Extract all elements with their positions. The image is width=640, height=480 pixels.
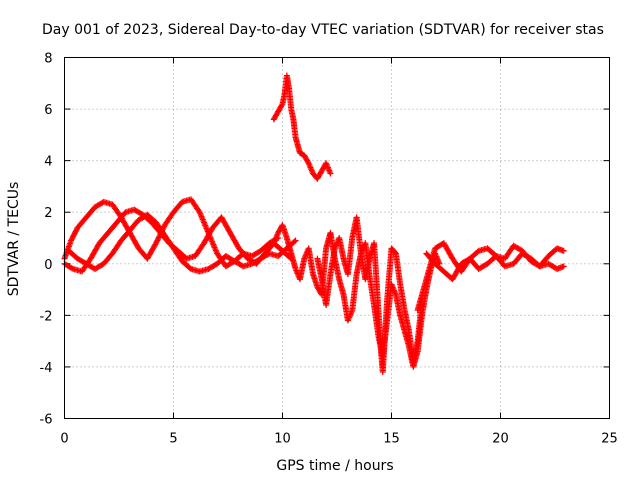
data-point [560, 263, 567, 270]
data-point [155, 234, 162, 241]
x-tick-label: 0 [60, 432, 68, 447]
data-point [291, 238, 298, 245]
data-point [155, 235, 162, 242]
data-point [152, 241, 159, 248]
x-tick-label: 25 [601, 432, 618, 447]
x-tick-labels: 0 5 10 15 20 25 [60, 432, 617, 447]
data-point [154, 237, 161, 244]
data-points [61, 72, 567, 376]
series-sat-track-8 [423, 250, 567, 283]
data-point [560, 247, 567, 254]
x-tick-label: 10 [274, 432, 291, 447]
y-tick-labels: -6 -4 -2 0 2 4 6 8 [40, 52, 53, 428]
grid-lines [64, 57, 610, 419]
series-sat-track-4 [270, 72, 334, 182]
x-tick-label: 15 [383, 432, 400, 447]
plot-frame [64, 57, 610, 419]
x-axis-label: GPS time / hours [276, 458, 393, 474]
y-tick-label: -4 [40, 361, 53, 376]
data-point [292, 237, 299, 244]
y-tick-label: 2 [44, 206, 52, 221]
data-point [153, 238, 160, 245]
y-tick-label: 0 [44, 258, 52, 273]
y-tick-label: 8 [44, 52, 52, 67]
series-sat-track-6 [314, 214, 426, 376]
data-point [153, 240, 160, 247]
data-point [327, 170, 334, 177]
y-tick-label: 6 [44, 103, 52, 118]
x-tick-label: 20 [492, 432, 509, 447]
y-axis-label: SDTVAR / TECUs [6, 182, 22, 297]
chart-title: Day 001 of 2023, Sidereal Day-to-day VTE… [42, 22, 604, 38]
data-point [304, 158, 311, 165]
y-tick-label: -6 [40, 413, 53, 428]
data-point [68, 265, 75, 272]
series-sat-track-3 [65, 211, 299, 275]
x-tick-label: 5 [169, 432, 177, 447]
data-point [278, 102, 285, 109]
y-tick-label: -2 [40, 309, 53, 324]
y-tick-label: 4 [44, 155, 52, 170]
